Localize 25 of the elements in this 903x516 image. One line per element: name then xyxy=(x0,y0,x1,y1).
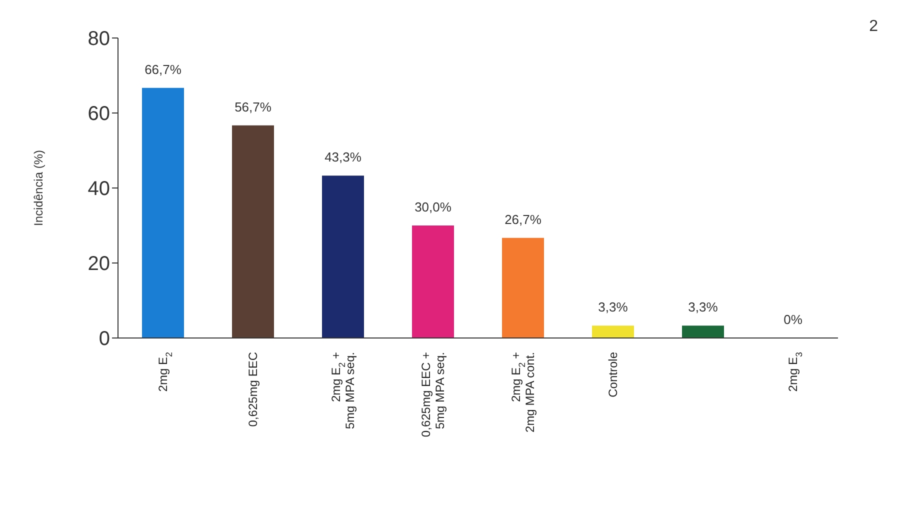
data-label: 3,3% xyxy=(598,300,628,315)
data-label: 26,7% xyxy=(504,212,542,227)
y-tick-label: 0 xyxy=(98,328,110,350)
bar xyxy=(592,326,634,338)
data-label: 43,3% xyxy=(324,150,362,165)
bar xyxy=(232,125,274,338)
x-tick-label: 0,625mg EEC + 5mg MPA seq. xyxy=(419,352,447,438)
y-tick-label: 20 xyxy=(88,253,110,276)
bar xyxy=(682,326,724,338)
data-label: 0% xyxy=(784,312,803,327)
y-tick-label: 80 xyxy=(88,28,110,50)
data-label: 66,7% xyxy=(144,62,182,77)
y-axis-title: Incidência (%) xyxy=(31,150,46,226)
bar xyxy=(322,176,364,338)
text: 2 xyxy=(869,18,878,36)
bar xyxy=(142,88,184,338)
y-tick-label: 40 xyxy=(88,178,110,200)
data-label: 30,0% xyxy=(414,200,452,214)
bar xyxy=(502,238,544,338)
x-tick-label: Controle xyxy=(606,352,620,398)
data-label: 56,7% xyxy=(234,99,272,114)
x-tick-label: 0,625mg EEC xyxy=(246,352,260,427)
y-tick-label: 60 xyxy=(88,103,110,126)
data-label: 3,3% xyxy=(688,300,718,315)
bar xyxy=(412,226,454,338)
